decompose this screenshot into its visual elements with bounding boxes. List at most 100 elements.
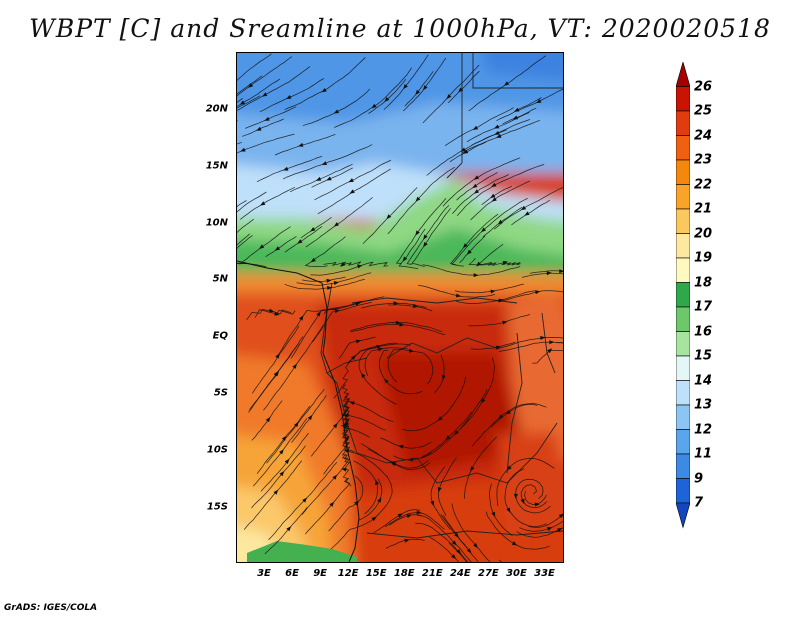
- flow-arrow: [340, 262, 346, 267]
- streamline: [493, 187, 563, 230]
- flow-arrow: [279, 449, 284, 455]
- flow-arrow: [458, 87, 464, 93]
- streamline: [470, 180, 530, 221]
- flow-arrow: [494, 130, 500, 135]
- streamline: [422, 64, 480, 124]
- flow-arrow: [297, 239, 303, 244]
- flow-arrow: [404, 538, 410, 543]
- streamline: [342, 427, 388, 478]
- flow-arrow: [473, 189, 479, 194]
- lon-label: 12E: [337, 568, 359, 579]
- flow-arrow: [466, 548, 472, 554]
- streamline: [454, 283, 524, 294]
- streamline: [406, 205, 450, 265]
- streamline: [300, 216, 332, 239]
- colorbar-segment: [676, 257, 690, 283]
- streamline: [277, 307, 340, 357]
- streamline: [237, 133, 295, 154]
- flow-arrow: [412, 304, 419, 309]
- colorbar-label: 20: [694, 226, 713, 241]
- streamline: [462, 120, 540, 154]
- colorbar-segment: [676, 429, 690, 455]
- streamline: [245, 106, 297, 129]
- flow-arrow: [423, 234, 428, 240]
- flow-arrow: [294, 421, 299, 428]
- streamline: [393, 452, 432, 461]
- flow-arrow: [395, 320, 401, 325]
- streamline: [477, 243, 504, 266]
- colorbar-label: 12: [694, 422, 713, 437]
- map-title: WBPT [C] and Sreamline at 1000hPa, VT: 2…: [29, 14, 771, 43]
- lon-label: 30E: [506, 568, 527, 579]
- colorbar-segment: [676, 86, 690, 112]
- streamline: [367, 448, 429, 469]
- flow-arrow: [349, 189, 355, 194]
- streamline: [237, 56, 293, 97]
- streamline: [519, 520, 563, 532]
- colorbar-segment: [676, 306, 690, 332]
- flow-arrow: [310, 257, 316, 263]
- streamline: [470, 341, 516, 350]
- flow-arrow: [326, 278, 332, 283]
- colorbar-segment: [676, 380, 690, 406]
- lon-label: 6E: [285, 568, 299, 579]
- streamline: [422, 264, 521, 276]
- streamline: [305, 477, 351, 535]
- streamline: [532, 349, 563, 364]
- lon-label: 9E: [313, 568, 327, 579]
- colorbar-segment: [676, 159, 690, 185]
- streamlines: [237, 53, 563, 562]
- flow-arrow: [520, 498, 525, 505]
- streamline: [237, 66, 311, 111]
- flow-arrow: [456, 549, 462, 555]
- flow-arrow: [497, 219, 503, 225]
- flow-arrow: [547, 527, 553, 531]
- lat-label: 15S: [206, 501, 228, 513]
- streamline: [464, 436, 498, 499]
- lon-label: 24E: [449, 568, 471, 579]
- colorbar-label: 7: [694, 495, 704, 511]
- streamline: [358, 347, 398, 405]
- flow-arrow: [281, 435, 287, 441]
- flow-arrow: [454, 430, 459, 436]
- streamline: [459, 235, 486, 263]
- streamline: [242, 118, 284, 137]
- streamline: [456, 172, 498, 201]
- flow-arrow: [357, 264, 363, 269]
- streamline: [451, 198, 528, 266]
- flow-arrow: [274, 370, 279, 376]
- flow-arrow: [441, 375, 446, 381]
- flow-arrow: [524, 211, 530, 216]
- streamline: [314, 159, 392, 201]
- flow-arrow: [348, 178, 354, 183]
- flow-arrow: [343, 449, 350, 454]
- streamline: [515, 478, 551, 514]
- flow-arrow: [321, 161, 327, 165]
- streamline: [430, 466, 451, 530]
- flow-arrow: [472, 125, 479, 130]
- flow-arrow: [491, 182, 497, 187]
- lat-label: 10S: [206, 444, 228, 456]
- flow-arrow: [355, 302, 361, 306]
- flow-arrow: [265, 417, 271, 423]
- flow-arrow: [502, 260, 509, 265]
- colorbar-label: 17: [694, 299, 713, 315]
- flow-arrow: [264, 116, 270, 121]
- lat-label: 5N: [212, 273, 228, 285]
- flow-arrow: [333, 109, 340, 114]
- colorbar-segment: [676, 355, 690, 381]
- flow-arrow: [371, 516, 377, 522]
- flow-arrow: [559, 269, 563, 274]
- flow-arrow: [498, 414, 504, 419]
- flow-arrow: [491, 197, 497, 202]
- streamline: [237, 235, 253, 265]
- streamline: [311, 167, 353, 188]
- flow-arrow: [506, 465, 512, 471]
- flow-arrow: [490, 193, 496, 199]
- flow-arrow: [354, 501, 360, 506]
- streamline: [489, 483, 513, 536]
- streamline: [395, 198, 447, 264]
- coastline: [237, 260, 360, 562]
- streamline: [264, 507, 308, 555]
- streamline: [284, 57, 366, 111]
